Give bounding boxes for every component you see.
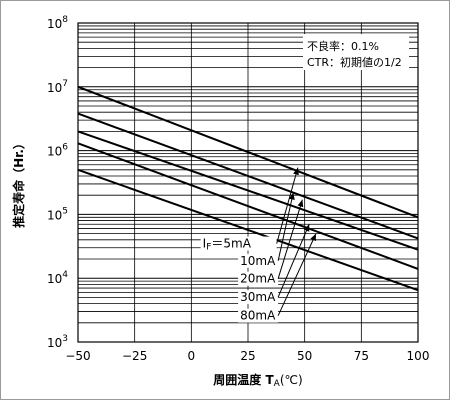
y-tick-label: 108: [47, 15, 68, 31]
series-label-bg: [238, 290, 279, 305]
series-label-bg: [200, 236, 277, 251]
x-tick-label: 50: [297, 349, 312, 363]
series-leader-arrow: [277, 233, 317, 316]
y-tick-label: 107: [47, 79, 68, 95]
series-label: 30mA: [240, 290, 276, 304]
annotation-text: CTR：初期値の1/2: [307, 55, 402, 69]
y-tick-label: 106: [47, 143, 68, 159]
y-tick-label: 103: [47, 334, 68, 350]
y-axis-label: 推定寿命（Hr.）: [11, 137, 26, 228]
series-leader-arrow: [277, 192, 295, 261]
plot-border: [77, 22, 419, 343]
series-line: [77, 112, 419, 240]
x-tick-label: −50: [65, 349, 90, 363]
annotation-text: 不良率：0.1%: [307, 39, 379, 53]
x-axis-label: 周囲温度 TA(℃): [213, 372, 302, 389]
x-tick-label: −25: [122, 349, 147, 363]
annotation-bg: [303, 34, 409, 70]
series-line: [77, 168, 419, 292]
x-tick-label: 100: [407, 349, 430, 363]
series-label: 10mA: [240, 254, 276, 268]
series-line: [77, 142, 419, 270]
y-tick-label: 105: [47, 206, 68, 222]
series-leader-arrow: [276, 167, 299, 244]
series-leader-arrow: [277, 199, 304, 279]
series-label-bg: [238, 271, 279, 286]
x-tick-label: 0: [188, 349, 196, 363]
series-label: IF＝5mA: [203, 237, 252, 253]
series-line: [77, 85, 419, 219]
series-line: [77, 130, 419, 251]
series-label: 20mA: [240, 272, 276, 286]
series-label-bg: [238, 253, 279, 268]
series-leader-arrow: [277, 224, 310, 298]
series-label-bg: [238, 308, 279, 323]
series-label: 80mA: [240, 309, 276, 323]
x-tick-label: 25: [240, 349, 255, 363]
x-tick-label: 75: [354, 349, 369, 363]
y-tick-label: 104: [47, 270, 68, 286]
